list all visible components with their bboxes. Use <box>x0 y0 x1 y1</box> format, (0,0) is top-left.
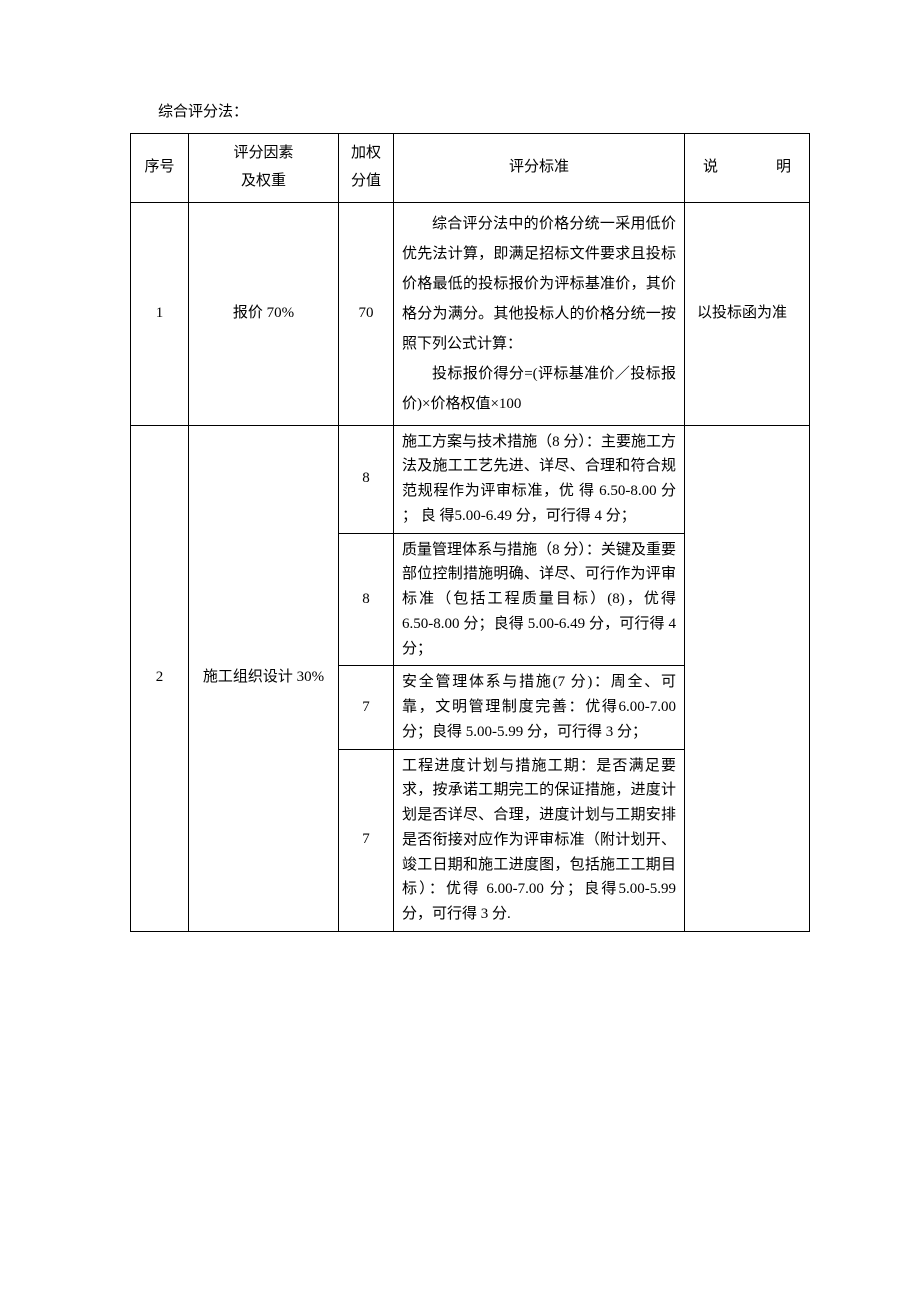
row1-note: 以投标函为准 <box>685 202 810 425</box>
row2-note <box>685 425 810 931</box>
header-note-c1: 说 <box>703 154 718 182</box>
row1-criteria-p2: 投标报价得分=(评标基准价／投标报价)×价格权值×100 <box>402 359 676 419</box>
row1-criteria-p1: 综合评分法中的价格分统一采用低价优先法计算，即满足招标文件要求且投标价格最低的投… <box>402 209 676 359</box>
header-note: 说 明 <box>685 134 810 203</box>
row1-criteria: 综合评分法中的价格分统一采用低价优先法计算，即满足招标文件要求且投标价格最低的投… <box>394 202 685 425</box>
header-weight-l1: 加权 <box>347 140 385 168</box>
row2-sub3-criteria: 安全管理体系与措施(7 分)：周全、可靠，文明管理制度完善：优得6.00-7.0… <box>394 666 685 749</box>
row2-sub2-criteria: 质量管理体系与措施（8 分）：关键及重要部位控制措施明确、详尽、可行作为评审标准… <box>394 533 685 666</box>
table-header-row: 序号 评分因素 及权重 加权 分值 评分标准 说 明 <box>131 134 810 203</box>
header-note-c2: 明 <box>776 154 791 182</box>
row2-sub4-weight: 7 <box>339 749 394 931</box>
row2-factor: 施工组织设计 30% <box>189 425 339 931</box>
row2-seq: 2 <box>131 425 189 931</box>
row2-sub1-criteria: 施工方案与技术措施（8 分）：主要施工方法及施工工艺先进、详尽、合理和符合规范规… <box>394 425 685 533</box>
header-factor-l1: 评分因素 <box>197 140 330 168</box>
header-criteria: 评分标准 <box>394 134 685 203</box>
header-seq: 序号 <box>131 134 189 203</box>
row1-factor: 报价 70% <box>189 202 339 425</box>
header-weight-l2: 分值 <box>347 168 385 196</box>
row1-weight: 70 <box>339 202 394 425</box>
table-row: 2 施工组织设计 30% 8 施工方案与技术措施（8 分）：主要施工方法及施工工… <box>131 425 810 533</box>
page-title: 综合评分法： <box>158 100 810 121</box>
header-factor-l2: 及权重 <box>197 168 330 196</box>
header-weight: 加权 分值 <box>339 134 394 203</box>
scoring-table: 序号 评分因素 及权重 加权 分值 评分标准 说 明 1 报价 70% 70 <box>130 133 810 932</box>
row1-seq: 1 <box>131 202 189 425</box>
header-factor: 评分因素 及权重 <box>189 134 339 203</box>
row2-sub1-weight: 8 <box>339 425 394 533</box>
row2-sub2-weight: 8 <box>339 533 394 666</box>
table-row: 1 报价 70% 70 综合评分法中的价格分统一采用低价优先法计算，即满足招标文… <box>131 202 810 425</box>
row2-sub3-weight: 7 <box>339 666 394 749</box>
row2-sub4-criteria: 工程进度计划与措施工期：是否满足要求，按承诺工期完工的保证措施，进度计划是否详尽… <box>394 749 685 931</box>
